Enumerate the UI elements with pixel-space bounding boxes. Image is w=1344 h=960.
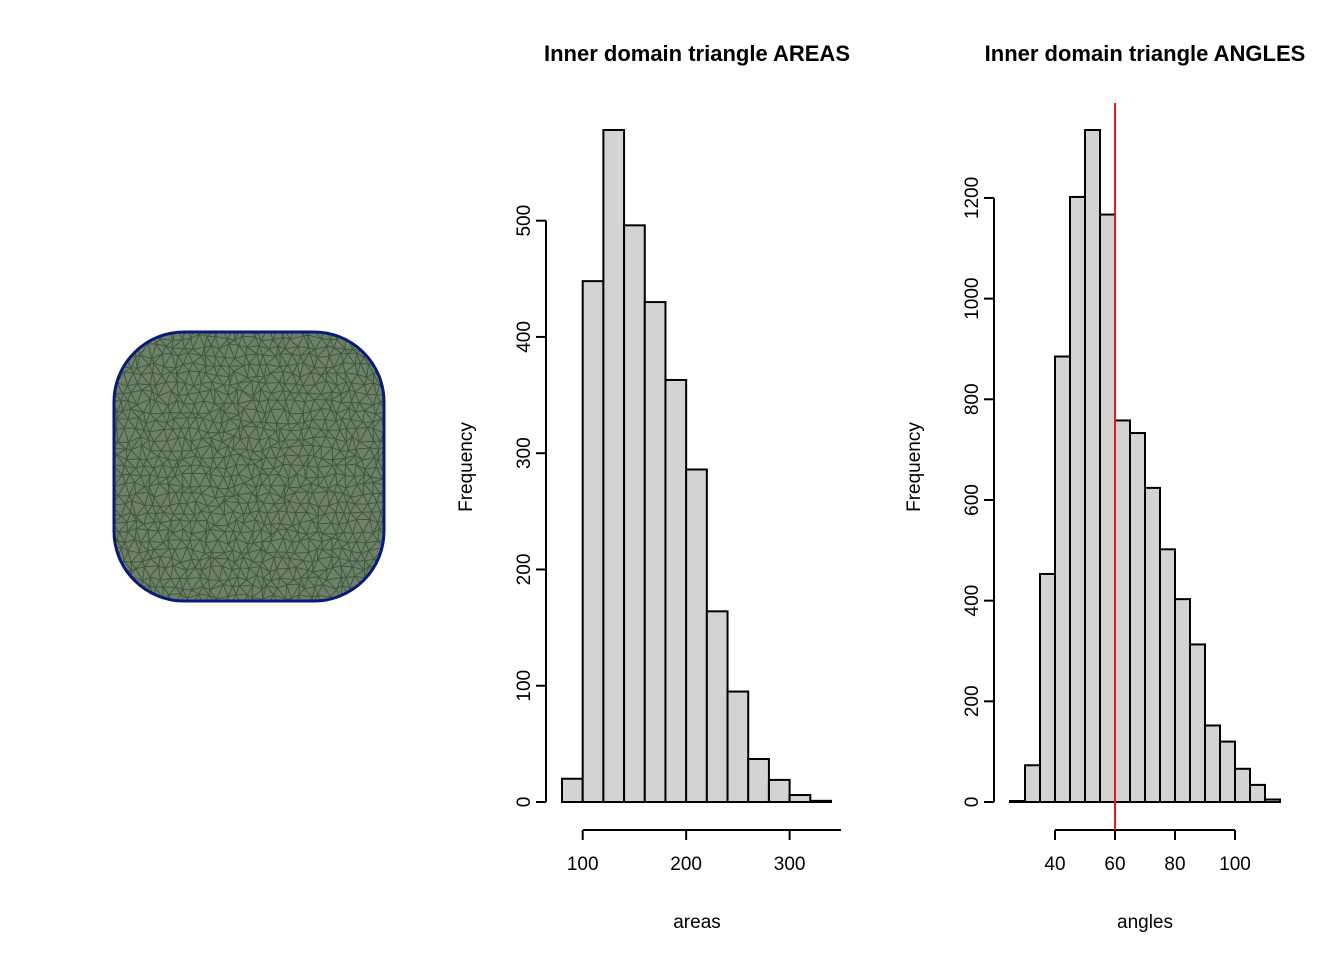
areas-x-tick-label: 100 bbox=[567, 854, 599, 875]
angles-y-tick-label: 800 bbox=[962, 383, 983, 415]
angles-bar bbox=[1039, 572, 1056, 803]
angles-bar bbox=[1249, 783, 1266, 803]
angles-bar bbox=[1264, 798, 1281, 804]
angles-bar bbox=[1189, 643, 1206, 803]
areas-bar bbox=[561, 777, 584, 803]
areas-y-tick-label: 0 bbox=[514, 797, 535, 808]
areas-bar bbox=[643, 301, 667, 803]
areas-x-tick-label: 200 bbox=[670, 854, 702, 875]
areas-bar bbox=[685, 468, 708, 803]
areas-bar bbox=[747, 757, 770, 804]
angles-bar bbox=[1144, 486, 1161, 803]
angles-bar bbox=[1084, 129, 1101, 803]
angles-bar bbox=[1069, 195, 1086, 804]
angles-bar bbox=[1099, 213, 1116, 804]
angles-x-axis-label: angles bbox=[1117, 912, 1173, 933]
areas-y-tick-label: 400 bbox=[514, 321, 535, 353]
angles-x-tick-label: 80 bbox=[1164, 854, 1185, 875]
angles-x-tick-label: 40 bbox=[1044, 854, 1065, 875]
areas-chart-title: Inner domain triangle AREAS bbox=[544, 41, 850, 66]
angles-bar bbox=[1009, 799, 1026, 804]
areas-y-tick-label: 100 bbox=[514, 670, 535, 702]
areas-bar bbox=[767, 778, 791, 803]
areas-bar bbox=[809, 799, 832, 803]
angles-y-tick-label: 1000 bbox=[962, 277, 983, 319]
areas-y-tick-label: 300 bbox=[514, 437, 535, 469]
areas-bar bbox=[623, 224, 646, 804]
angles-y-axis-label: Frequency bbox=[904, 422, 925, 512]
angles-bar bbox=[1024, 764, 1041, 803]
angles-y-tick-label: 1200 bbox=[962, 177, 983, 219]
areas-bar bbox=[726, 690, 750, 803]
angles-bar bbox=[1219, 740, 1236, 804]
areas-y-tick-label: 200 bbox=[514, 554, 535, 586]
angles-bar bbox=[1204, 724, 1221, 804]
angles-y-axis: 0 200 400 600 800 1000 1200 bbox=[962, 177, 995, 808]
angles-y-tick-label: 600 bbox=[962, 484, 983, 516]
angles-bar bbox=[1174, 598, 1191, 804]
angles-bar bbox=[1159, 548, 1176, 803]
angles-bar bbox=[1114, 419, 1131, 803]
areas-y-axis: 0 100 200 300 400 500 bbox=[514, 205, 547, 808]
mesh-boundary bbox=[112, 330, 386, 603]
areas-histogram: Inner domain triangle AREAS 0 100 200 300 40… bbox=[456, 41, 850, 933]
areas-x-axis-label: areas bbox=[673, 912, 721, 933]
areas-bar bbox=[705, 610, 729, 804]
angles-bar bbox=[1054, 355, 1071, 803]
angles-x-tick-label: 100 bbox=[1219, 854, 1251, 875]
areas-bar bbox=[602, 129, 626, 803]
angles-y-tick-label: 200 bbox=[962, 685, 983, 717]
mesh-panel bbox=[112, 330, 386, 603]
areas-y-tick-label: 500 bbox=[514, 205, 535, 237]
areas-x-axis: 100 200 300 bbox=[567, 829, 841, 875]
areas-x-tick-label: 300 bbox=[774, 854, 806, 875]
angles-x-axis: 40 60 80 100 bbox=[1044, 829, 1251, 875]
areas-y-axis-label: Frequency bbox=[456, 422, 477, 512]
angles-chart-title: Inner domain triangle ANGLES bbox=[985, 41, 1306, 66]
angles-histogram: Inner domain triangle ANGLES 0 200 400 600 8… bbox=[904, 41, 1305, 933]
angles-y-tick-label: 400 bbox=[962, 585, 983, 617]
angles-x-tick-label: 60 bbox=[1104, 854, 1125, 875]
angles-bar bbox=[1234, 767, 1251, 803]
areas-bar bbox=[664, 378, 688, 803]
angles-bar bbox=[1129, 432, 1146, 803]
areas-bars bbox=[561, 129, 832, 804]
angles-bars bbox=[1009, 129, 1281, 804]
areas-bar bbox=[581, 280, 605, 804]
areas-bar bbox=[788, 794, 812, 804]
angles-y-tick-label: 0 bbox=[962, 797, 983, 808]
